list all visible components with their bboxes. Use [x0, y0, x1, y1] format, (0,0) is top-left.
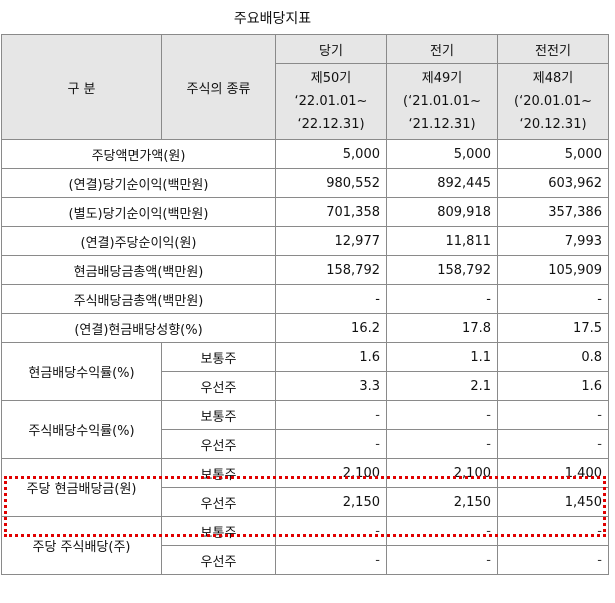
cell-value: 16.2: [275, 313, 387, 343]
header-row-term: 제50기 ‘22.01.01~ ‘22.12.31) 제49기 (‘21.01.…: [2, 63, 609, 140]
cell-value: 12,977: [275, 226, 387, 256]
cell-value: -: [275, 429, 387, 459]
stock-type-label: 보통주: [161, 458, 276, 488]
cell-value: 1.6: [275, 342, 387, 372]
table-row: 현금배당금총액(백만원) 158,792 158,792 105,909: [1, 255, 609, 285]
cell-value: 5,000: [386, 139, 498, 169]
table-row: (연결)현금배당성향(%) 16.2 17.8 17.5: [1, 313, 609, 343]
cell-value: 7,993: [497, 226, 609, 256]
group-label: 주식배당수익률(%): [1, 400, 162, 459]
table-row: 주식배당수익률(%) 보통주 - - -: [1, 400, 609, 459]
header-row-period: 구 분 주식의 종류 당기 전기 전전기: [1, 34, 609, 140]
cell-value: -: [275, 516, 387, 546]
cell-value: 2,100: [386, 458, 498, 488]
group-label: 주당 주식배당(주): [1, 516, 162, 575]
table-title: 주요배당지표: [233, 11, 312, 27]
cell-value: -: [386, 400, 498, 430]
cell-value: -: [275, 400, 387, 430]
cell-value: 158,792: [386, 255, 498, 285]
row-label: 주식배당금총액(백만원): [1, 284, 276, 314]
cell-value: 2,100: [275, 458, 387, 488]
header-term-current: 제50기 ‘22.01.01~ ‘22.12.31): [275, 63, 387, 140]
header-period-current: 당기: [275, 34, 387, 64]
table-row: 현금배당수익률(%) 보통주 1.6 1.1 0.8: [1, 342, 609, 401]
term-from: (‘20.01.01~: [514, 94, 592, 109]
stock-type-label: 보통주: [161, 516, 276, 546]
cell-value: 11,811: [386, 226, 498, 256]
header-stock-type: 주식의 종류: [161, 34, 276, 140]
cell-value: 17.5: [497, 313, 609, 343]
term-from: ‘22.01.01~: [294, 94, 368, 109]
cell-value: 1,450: [497, 487, 609, 517]
table-row: 주당 현금배당금(원) 보통주 2,100 2,100 1,400: [1, 458, 609, 517]
table-row: (별도)당기순이익(백만원) 701,358 809,918 357,386: [1, 197, 609, 227]
group-label: 주당 현금배당금(원): [1, 458, 162, 517]
row-label: (연결)당기순이익(백만원): [1, 168, 276, 198]
cell-value: 809,918: [386, 197, 498, 227]
cell-value: 892,445: [386, 168, 498, 198]
cell-value: 2,150: [386, 487, 498, 517]
row-label: (연결)현금배당성향(%): [1, 313, 276, 343]
cell-value: -: [497, 429, 609, 459]
cell-value: 2.1: [386, 371, 498, 401]
row-label: 현금배당금총액(백만원): [1, 255, 276, 285]
term-from: (‘21.01.01~: [403, 94, 481, 109]
cell-value: 357,386: [497, 197, 609, 227]
table-row: (연결)당기순이익(백만원) 980,552 892,445 603,962: [1, 168, 609, 198]
table-row: 주식배당금총액(백만원) - - -: [1, 284, 609, 314]
cell-value: -: [386, 429, 498, 459]
stock-type-label: 우선주: [161, 371, 276, 401]
cell-value: 2,150: [275, 487, 387, 517]
cell-value: 5,000: [275, 139, 387, 169]
header-term-prior2: 제48기 (‘20.01.01~ ‘20.12.31): [497, 63, 609, 140]
row-label: (별도)당기순이익(백만원): [1, 197, 276, 227]
term-to: ‘21.12.31): [408, 117, 476, 132]
table-row: 우선주 2,150 2,150 1,450: [2, 487, 609, 517]
term-number: 제50기: [310, 71, 352, 86]
cell-value: -: [497, 516, 609, 546]
cell-value: 1,400: [497, 458, 609, 488]
cell-value: 5,000: [497, 139, 609, 169]
term-to: ‘22.12.31): [297, 117, 365, 132]
term-number: 제48기: [532, 71, 574, 86]
stock-type-label: 우선주: [161, 487, 276, 517]
table-row: 우선주 - - -: [2, 545, 609, 575]
cell-value: -: [497, 284, 609, 314]
cell-value: 701,358: [275, 197, 387, 227]
cell-value: -: [386, 516, 498, 546]
stock-type-label: 우선주: [161, 545, 276, 575]
header-period-prior: 전기: [386, 34, 498, 64]
cell-value: -: [497, 545, 609, 575]
cell-value: 603,962: [497, 168, 609, 198]
cell-value: 1.1: [386, 342, 498, 372]
cell-value: 0.8: [497, 342, 609, 372]
cell-value: -: [275, 545, 387, 575]
row-label: 주당액면가액(원): [1, 139, 276, 169]
table-row: 우선주 - - -: [2, 429, 609, 459]
term-number: 제49기: [421, 71, 463, 86]
dividend-table: 구 분 주식의 종류 당기 전기 전전기 제50기 ‘22.01.01~ ‘22…: [1, 34, 609, 575]
cell-value: 105,909: [497, 255, 609, 285]
term-to: ‘20.12.31): [519, 117, 587, 132]
stock-type-label: 보통주: [161, 342, 276, 372]
header-period-prior2: 전전기: [497, 34, 609, 64]
cell-value: -: [497, 400, 609, 430]
cell-value: 158,792: [275, 255, 387, 285]
header-term-prior: 제49기 (‘21.01.01~ ‘21.12.31): [386, 63, 498, 140]
cell-value: 980,552: [275, 168, 387, 198]
table-row: 주당액면가액(원) 5,000 5,000 5,000: [1, 139, 609, 169]
cell-value: 3.3: [275, 371, 387, 401]
cell-value: 1.6: [497, 371, 609, 401]
cell-value: 17.8: [386, 313, 498, 343]
stock-type-label: 우선주: [161, 429, 276, 459]
cell-value: -: [386, 545, 498, 575]
table-row: (연결)주당순이익(원) 12,977 11,811 7,993: [1, 226, 609, 256]
header-division: 구 분: [1, 34, 162, 140]
stock-type-label: 보통주: [161, 400, 276, 430]
group-label: 현금배당수익률(%): [1, 342, 162, 401]
row-label: (연결)주당순이익(원): [1, 226, 276, 256]
table-row: 주당 주식배당(주) 보통주 - - -: [1, 516, 609, 575]
cell-value: -: [386, 284, 498, 314]
cell-value: -: [275, 284, 387, 314]
